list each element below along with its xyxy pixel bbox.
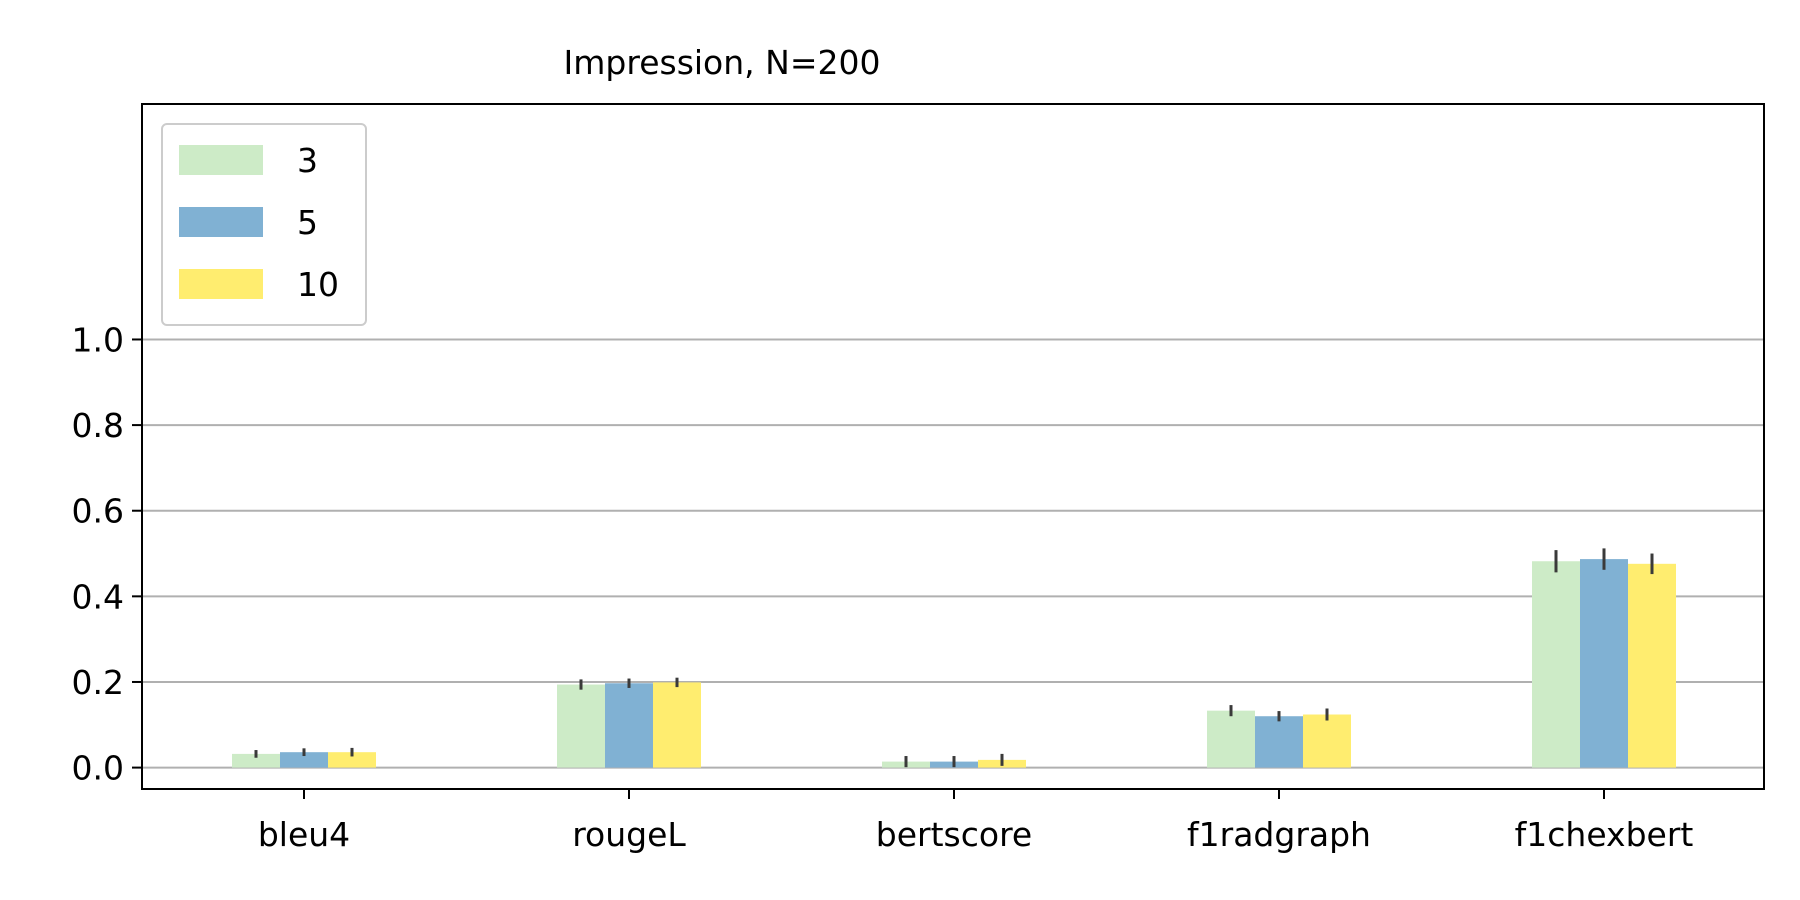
bar [328,752,376,768]
x-tick-label: f1chexbert [1515,815,1694,854]
x-tick-label: rougeL [572,815,686,854]
bar [1532,561,1580,768]
x-tick-label: bertscore [876,815,1032,854]
gridlines [142,338,1764,769]
bar [1303,714,1351,768]
bar [653,682,701,768]
legend-swatch [179,145,263,175]
bar [280,752,328,768]
plot-frame [141,103,1765,790]
y-tick-label: 0.2 [72,663,124,702]
chart-title: Impression, N=200 [564,43,881,82]
bar [1580,559,1628,768]
legend-label: 3 [297,141,318,180]
bar [232,753,280,768]
legend-swatch [179,207,263,237]
legend: 3 5 10 [161,123,367,326]
legend-label: 10 [297,265,339,304]
y-tick-label: 0.8 [72,406,124,445]
y-tick-label: 0.6 [72,492,124,531]
x-axis: bleu4 rougeL bertscore f1radgraph f1chexbert [258,789,1694,854]
bar [1255,716,1303,768]
bars-layer [232,559,1676,768]
y-axis: 0.0 0.2 0.4 0.6 0.8 1.0 [72,320,142,788]
y-tick-label: 0.4 [72,577,124,616]
bar [1207,710,1255,768]
bar [605,683,653,768]
bar [557,684,605,768]
x-tick-label: f1radgraph [1187,815,1371,854]
x-tick-label: bleu4 [258,815,350,854]
legend-swatch [179,269,263,299]
y-tick-label: 1.0 [72,320,124,359]
legend-label: 5 [297,203,318,242]
y-tick-label: 0.0 [72,749,124,788]
error-bars-layer [254,548,1654,768]
bar [1628,563,1676,768]
